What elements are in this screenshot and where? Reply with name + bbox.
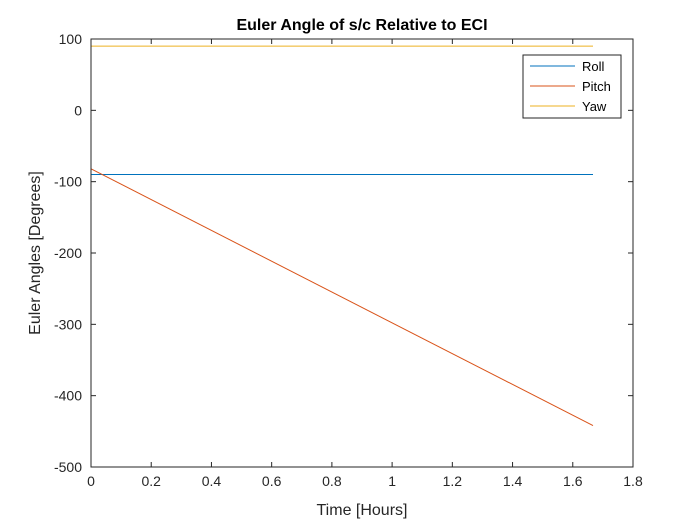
legend: Roll Pitch Yaw: [522, 54, 622, 119]
x-axis-label: Time [Hours]: [317, 502, 408, 519]
y-axis-label: Euler Angles [Degrees]: [27, 171, 44, 335]
y-tick-label: -200: [54, 245, 82, 261]
legend-label-yaw: Yaw: [582, 99, 607, 114]
y-tick-label: -300: [54, 316, 82, 332]
axes-layer: 0 0.2 0.4 0.6 0.8 1 1.2 1.4 1.6 1.8 -500 -400 -300 -2…: [54, 31, 643, 489]
y-tick-label: -400: [54, 388, 82, 404]
legend-label-roll: Roll: [582, 59, 605, 74]
y-tick-label: 0: [74, 102, 82, 118]
x-tick-label: 0.2: [141, 473, 161, 489]
chart-title: Euler Angle of s/c Relative to ECI: [236, 17, 487, 34]
y-tick-label: -100: [54, 174, 82, 190]
series-layer: [90, 45, 594, 427]
series-line-pitch: [90, 168, 594, 427]
x-tick-label: 0: [87, 473, 95, 489]
y-tick-label: -500: [54, 459, 82, 475]
x-tick-label: 0.8: [322, 473, 342, 489]
x-tick-label: 1.2: [443, 473, 463, 489]
x-tick-label: 0.6: [262, 473, 282, 489]
legend-label-pitch: Pitch: [582, 79, 611, 94]
x-tick-label: 0.4: [202, 473, 222, 489]
x-tick-label: 1.6: [563, 473, 583, 489]
x-tick-label: 1: [388, 473, 396, 489]
y-tick-label: 100: [59, 31, 83, 47]
x-tick-label: 1.4: [503, 473, 523, 489]
x-tick-label: 1.8: [623, 473, 643, 489]
